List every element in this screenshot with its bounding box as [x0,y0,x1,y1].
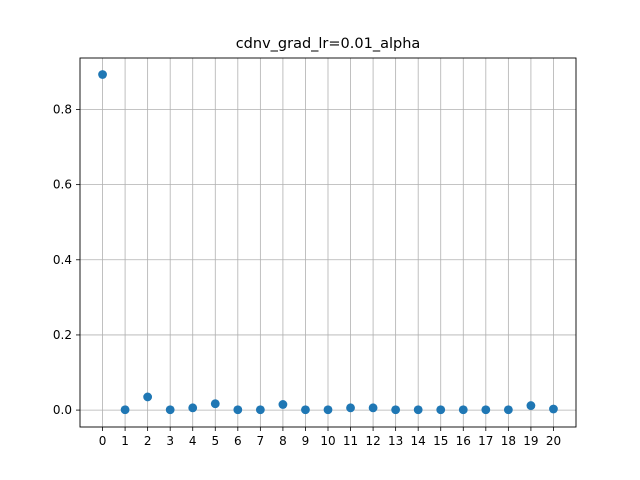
grid [80,58,576,427]
x-tick-label: 2 [144,434,152,448]
x-tick-label: 14 [411,434,426,448]
data-point [120,405,130,415]
y-tick-label: 0.4 [53,253,72,267]
x-tick-label: 18 [501,434,516,448]
data-point [210,399,220,409]
data-points [98,70,558,415]
data-point [526,401,536,410]
data-point [503,405,513,415]
data-point [301,405,310,415]
x-tick-label: 8 [279,434,287,448]
y-tick-label: 0.2 [53,328,72,342]
x-tick-label: 0 [99,434,107,448]
data-point [368,403,378,413]
x-tick-label: 4 [189,434,197,448]
x-tick-label: 16 [456,434,471,448]
data-point [391,405,401,415]
x-tick-label: 10 [320,434,335,448]
data-point [188,403,198,413]
data-point [165,405,175,415]
x-tick-label: 17 [478,434,493,448]
data-point [413,405,423,415]
x-tick-label: 6 [234,434,242,448]
data-point [346,403,355,413]
data-point [549,404,558,414]
data-point [233,405,243,415]
data-point [436,405,446,415]
data-point [323,405,333,415]
data-point [143,392,153,402]
data-point [98,70,107,79]
x-tick-label: 5 [211,434,219,448]
y-tick-label: 0.6 [53,178,72,192]
x-tick-label: 11 [343,434,358,448]
y-tick-label: 0.0 [53,403,72,417]
x-tick-label: 9 [302,434,310,448]
x-tick-label: 15 [433,434,448,448]
axis-ticks: 0 1 2 3 4 5 6 7 8 9 10 11 12 13 14 15 16 17 18 19 200.00.20.… [53,102,561,448]
x-tick-label: 20 [546,434,561,448]
x-tick-label: 7 [257,434,265,448]
x-tick-label: 1 [121,434,129,448]
x-tick-label: 12 [365,434,380,448]
x-tick-label: 19 [523,434,538,448]
y-tick-label: 0.8 [53,102,72,116]
x-tick-label: 13 [388,434,403,448]
data-point [278,400,288,409]
data-point [481,405,491,415]
data-point [255,405,265,415]
chart-title: cdnv_grad_lr=0.01_alpha [236,36,421,52]
data-point [458,405,468,415]
x-tick-label: 3 [166,434,174,448]
